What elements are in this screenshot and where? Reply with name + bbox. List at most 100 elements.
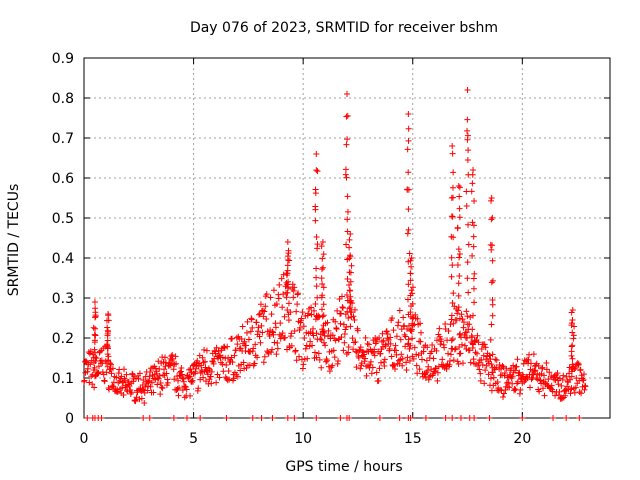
data-point <box>148 379 155 386</box>
data-point <box>174 385 181 392</box>
y-tick-label: 0.4 <box>52 251 74 267</box>
data-point <box>480 352 487 359</box>
data-point <box>244 318 251 325</box>
data-point <box>391 366 398 373</box>
data-point <box>408 255 415 261</box>
data-point <box>92 325 99 332</box>
data-point <box>387 334 394 341</box>
data-point <box>157 391 164 398</box>
data-point <box>460 324 467 331</box>
x-tick-label: 20 <box>513 431 531 447</box>
data-point <box>234 373 241 380</box>
data-point <box>352 338 359 345</box>
data-point <box>337 415 344 421</box>
data-point <box>288 342 295 349</box>
data-point <box>514 378 521 385</box>
data-point <box>320 312 327 319</box>
data-point <box>312 203 319 210</box>
data-point <box>347 293 354 300</box>
data-point <box>459 316 466 323</box>
data-point <box>463 203 470 210</box>
data-point <box>454 225 461 232</box>
data-point <box>423 357 430 364</box>
data-point <box>465 289 472 296</box>
data-point <box>230 375 237 382</box>
data-point <box>471 270 478 277</box>
data-point <box>345 349 352 356</box>
data-point <box>276 331 283 338</box>
data-point <box>486 415 493 421</box>
data-point <box>181 394 188 401</box>
data-point <box>516 369 523 376</box>
data-point <box>263 316 270 323</box>
data-point <box>409 315 416 322</box>
data-point <box>243 364 250 371</box>
data-point <box>366 361 373 368</box>
data-point <box>407 309 414 316</box>
data-point <box>356 347 363 354</box>
data-point <box>418 329 425 336</box>
data-point <box>414 370 421 377</box>
data-point <box>146 415 153 421</box>
data-point <box>357 344 364 351</box>
data-point <box>344 136 351 143</box>
data-point <box>488 195 495 201</box>
data-point <box>313 151 320 157</box>
data-point <box>433 337 440 344</box>
data-point <box>104 324 111 331</box>
data-point <box>343 113 350 120</box>
data-point <box>511 385 518 392</box>
data-point <box>284 307 291 313</box>
data-point <box>373 369 380 376</box>
data-point <box>408 287 415 294</box>
data-point <box>89 381 96 388</box>
data-point <box>569 342 576 349</box>
data-point <box>329 332 336 339</box>
data-point <box>207 373 214 380</box>
data-point <box>129 371 136 378</box>
data-point <box>314 168 321 175</box>
data-point <box>184 415 191 421</box>
data-point <box>313 330 320 337</box>
data-point <box>261 308 268 315</box>
data-point <box>162 354 169 361</box>
data-point <box>489 296 496 303</box>
data-point <box>450 357 457 364</box>
data-point <box>344 208 351 215</box>
data-point <box>403 366 410 373</box>
data-point <box>578 390 585 397</box>
data-point <box>313 415 320 421</box>
data-point <box>229 359 236 366</box>
data-point <box>413 362 420 369</box>
data-point <box>572 364 579 371</box>
data-point <box>456 331 463 338</box>
data-point <box>256 333 263 340</box>
data-point <box>183 386 190 393</box>
data-point <box>536 388 543 395</box>
data-point <box>121 366 128 373</box>
data-point <box>343 174 350 181</box>
data-point <box>347 269 354 276</box>
data-point <box>324 357 331 364</box>
data-point <box>429 342 436 349</box>
data-point <box>471 197 478 204</box>
data-point <box>188 378 195 385</box>
data-point <box>470 167 477 173</box>
data-point <box>216 374 223 381</box>
data-point <box>279 304 286 311</box>
data-point <box>476 366 483 373</box>
data-point <box>298 315 305 322</box>
data-point <box>281 313 288 320</box>
data-point <box>282 334 289 341</box>
data-point <box>488 279 495 286</box>
data-point <box>285 317 292 324</box>
data-point <box>316 356 323 363</box>
data-point <box>346 281 353 288</box>
data-point <box>390 327 397 334</box>
data-point <box>224 343 231 350</box>
data-point <box>179 374 186 381</box>
data-point <box>393 333 400 340</box>
data-point <box>343 350 350 357</box>
data-point <box>409 290 416 297</box>
data-point <box>91 337 98 344</box>
